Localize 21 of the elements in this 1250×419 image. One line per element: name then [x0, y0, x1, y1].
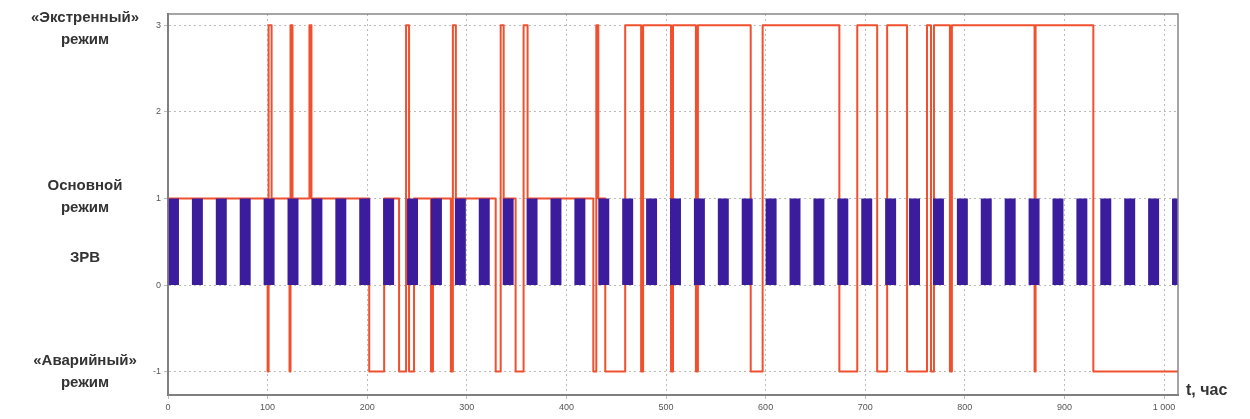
x-tick-label: 100: [260, 401, 276, 412]
x-tick-label: 500: [658, 401, 674, 412]
y-tick-label: 3: [155, 19, 161, 30]
y-tick-label: -1: [152, 366, 161, 377]
x-tick-label: 600: [758, 401, 774, 412]
x-tick-label: 400: [558, 401, 574, 412]
x-tick-label: 900: [1056, 401, 1072, 412]
y-tick-label: 0: [155, 279, 161, 290]
x-tick-label: 800: [957, 401, 973, 412]
x-axis-title: t, час: [1186, 381, 1228, 399]
text: Основной режим: [47, 176, 123, 216]
x-tick-label: 0: [165, 401, 171, 412]
y-tick-label: 1: [155, 192, 161, 203]
text: ЗРВ: [69, 247, 101, 265]
x-tick-label: 200: [359, 401, 375, 412]
text: «Аварийный» режим: [33, 351, 137, 391]
text: «Экстренный» режим: [30, 8, 140, 48]
x-tick-label: 300: [459, 401, 475, 412]
y-tick-label: 2: [155, 106, 161, 117]
x-tick-label: 700: [857, 401, 873, 412]
x-tick-label: 1 000: [1152, 401, 1176, 412]
